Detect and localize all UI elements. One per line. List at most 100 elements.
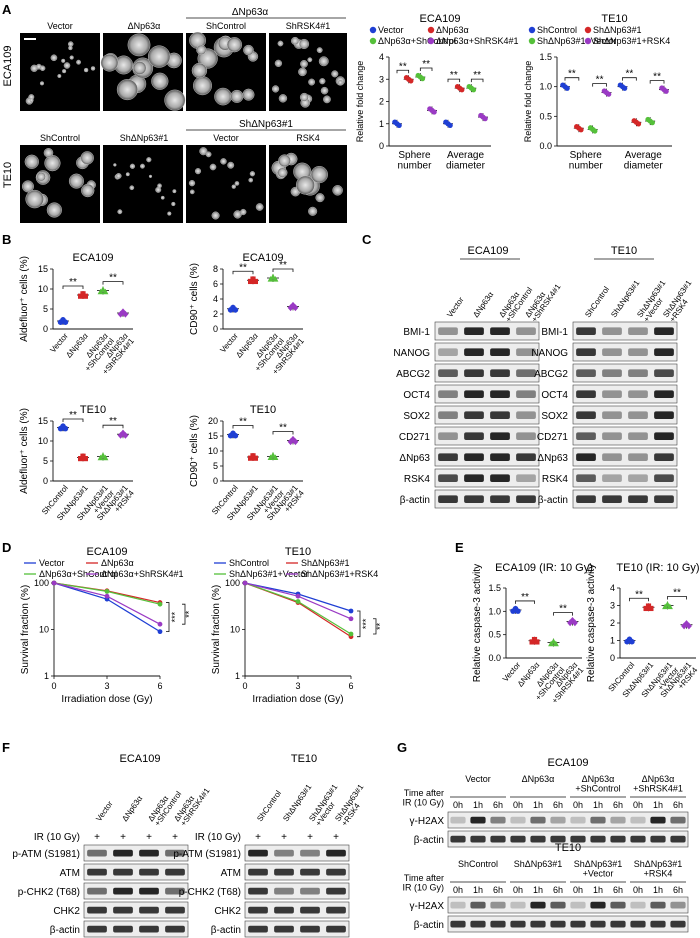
sphere bbox=[46, 202, 62, 218]
data-point bbox=[470, 87, 477, 93]
blot-row-label: CHK2 bbox=[53, 906, 80, 917]
data-point bbox=[348, 616, 354, 622]
image-label: Vector bbox=[47, 21, 73, 31]
chart-survival-eca109: ECA109 Vector ΔNp63αΔNp63α+ShControlΔNp63α… bbox=[20, 546, 194, 705]
blot-band bbox=[628, 390, 648, 398]
label-line: Vector bbox=[465, 774, 491, 784]
panel-letter-f: F bbox=[2, 740, 10, 755]
time-label: 0h bbox=[453, 885, 463, 895]
sphere bbox=[63, 62, 71, 69]
label-line: number bbox=[569, 161, 604, 172]
blot-band bbox=[576, 495, 596, 503]
sig-bracket bbox=[62, 418, 84, 422]
blot-band bbox=[274, 925, 294, 933]
blot-row-label: CD271 bbox=[399, 432, 431, 443]
blot-band bbox=[654, 390, 674, 398]
blot-band bbox=[490, 901, 506, 909]
blot-band bbox=[510, 920, 526, 928]
sphere bbox=[129, 163, 136, 169]
blot-row-label: β-actin bbox=[538, 495, 568, 506]
sphere bbox=[116, 79, 138, 101]
sig-bracket bbox=[166, 602, 170, 633]
group-label: ΔNp63α +ShControl bbox=[575, 774, 620, 793]
blot-band bbox=[576, 432, 596, 440]
blot-band bbox=[165, 868, 185, 876]
label-line: Survival fraction (%) bbox=[20, 585, 31, 674]
sig-bracket bbox=[553, 612, 573, 616]
blot-band bbox=[530, 901, 546, 909]
data-point bbox=[348, 631, 354, 637]
blot-band bbox=[326, 925, 346, 933]
label-line: diameter bbox=[624, 161, 664, 172]
label-line: number bbox=[398, 161, 433, 172]
label-line: +Vector bbox=[583, 868, 614, 878]
legend-marker bbox=[427, 37, 435, 45]
y-tick-label: 100 bbox=[34, 578, 49, 588]
blot-band bbox=[248, 849, 268, 857]
blot-band bbox=[490, 835, 506, 843]
lane-label: ShControl bbox=[583, 285, 611, 319]
time-label: 1h bbox=[533, 885, 543, 895]
y-tick-label: 0 bbox=[213, 324, 218, 334]
time-label: 6h bbox=[553, 885, 563, 895]
data-point bbox=[232, 307, 239, 313]
sphere bbox=[211, 211, 220, 220]
sphere bbox=[298, 67, 307, 77]
lane-label: ShΔNp63#1+RSK4 bbox=[333, 782, 372, 828]
x-tick-label: 0 bbox=[51, 681, 56, 691]
sphere bbox=[316, 47, 323, 53]
blot-strip bbox=[447, 896, 689, 914]
blot-band bbox=[87, 925, 107, 933]
blot-band bbox=[630, 816, 646, 824]
blot-band bbox=[438, 327, 458, 335]
y-axis-label: Relative caspase-3 activity bbox=[586, 564, 597, 682]
blot-band bbox=[576, 348, 596, 356]
blot-band bbox=[490, 390, 510, 398]
blot-band bbox=[326, 849, 346, 857]
panel-letter-g: G bbox=[397, 740, 407, 755]
sphere bbox=[24, 154, 39, 169]
data-point bbox=[431, 109, 437, 115]
data-point bbox=[419, 76, 426, 82]
y-tick-label: 15 bbox=[208, 431, 218, 441]
sphere bbox=[295, 175, 315, 195]
y-tick-label: 1 bbox=[44, 671, 49, 681]
sig-bracket bbox=[447, 78, 461, 83]
sphere bbox=[57, 74, 62, 78]
time-label: 1h bbox=[653, 800, 663, 810]
legend-label: ΔNp63α+ShRSK4#1 bbox=[436, 36, 519, 46]
y-tick-label: 15 bbox=[38, 264, 48, 274]
lane-label: ΔNp63α bbox=[120, 794, 144, 823]
sig-bracket bbox=[272, 268, 294, 272]
chart-title: TE10 bbox=[285, 546, 311, 558]
group-label: ShΔNp63#1 +Vector bbox=[574, 859, 623, 878]
sphere bbox=[193, 76, 212, 96]
blot-strip bbox=[83, 844, 189, 862]
chart-title: ECA109 bbox=[243, 252, 284, 264]
data-point bbox=[635, 121, 642, 127]
blot-band bbox=[530, 920, 546, 928]
sphere bbox=[100, 53, 119, 72]
blot-band bbox=[628, 411, 648, 419]
sig-label: ** bbox=[635, 589, 643, 600]
group-label-shdnp63: ShΔNp63#1 bbox=[239, 119, 293, 130]
sphere bbox=[172, 189, 177, 194]
image-label: ΔNp63α bbox=[128, 21, 161, 31]
sphere bbox=[191, 62, 208, 79]
blot-band bbox=[602, 369, 622, 377]
legend-label: ShControl bbox=[229, 558, 269, 568]
blot-strip bbox=[572, 426, 678, 446]
ir-sign: + bbox=[307, 832, 313, 843]
blot-band bbox=[576, 474, 596, 482]
legend-marker bbox=[369, 37, 377, 45]
ir-sign: + bbox=[120, 832, 126, 843]
sphere bbox=[132, 61, 147, 75]
blot-title: ECA109 bbox=[468, 245, 509, 257]
data-point bbox=[459, 87, 465, 93]
sphere bbox=[194, 168, 202, 175]
legend-label: ShΔNp63#1+Vector bbox=[537, 36, 616, 46]
sig-label: *** bbox=[361, 618, 371, 629]
blot-strip bbox=[434, 342, 540, 362]
blot-band bbox=[590, 816, 606, 824]
